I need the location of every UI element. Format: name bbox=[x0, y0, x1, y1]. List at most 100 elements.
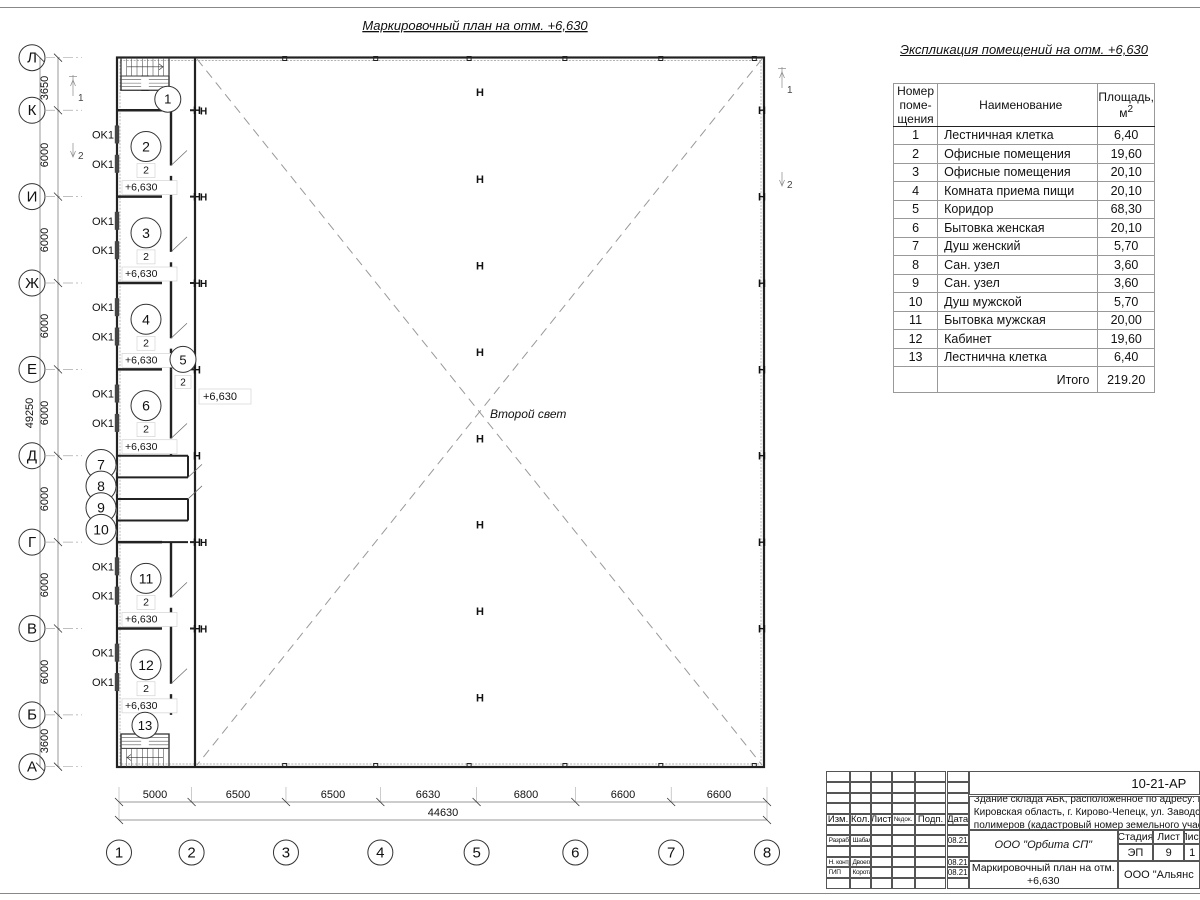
svg-text:2: 2 bbox=[143, 337, 149, 349]
svg-text:2: 2 bbox=[143, 424, 149, 436]
svg-text:H: H bbox=[758, 364, 766, 376]
svg-text:OK1: OK1 bbox=[92, 561, 114, 573]
svg-text:+6,630: +6,630 bbox=[125, 182, 158, 194]
svg-text:H: H bbox=[476, 692, 484, 704]
svg-text:+6,630: +6,630 bbox=[125, 700, 158, 712]
svg-text:H: H bbox=[758, 278, 766, 290]
svg-text:H: H bbox=[476, 433, 484, 445]
svg-text:2: 2 bbox=[143, 251, 149, 263]
svg-text:Ж: Ж bbox=[25, 275, 39, 292]
svg-text:OK1: OK1 bbox=[92, 389, 114, 401]
svg-text:+6,630: +6,630 bbox=[125, 441, 158, 453]
svg-text:2: 2 bbox=[143, 596, 149, 608]
svg-text:OK1: OK1 bbox=[92, 129, 114, 141]
svg-text:H: H bbox=[200, 538, 207, 549]
svg-text:OK1: OK1 bbox=[92, 418, 114, 430]
svg-text:8: 8 bbox=[97, 478, 105, 494]
svg-text:Б: Б bbox=[27, 707, 37, 724]
svg-text:OK1: OK1 bbox=[92, 591, 114, 603]
svg-text:7: 7 bbox=[667, 845, 675, 862]
svg-text:12: 12 bbox=[138, 657, 154, 673]
svg-text:44630: 44630 bbox=[428, 807, 459, 819]
svg-text:H: H bbox=[758, 451, 766, 463]
svg-text:5: 5 bbox=[472, 845, 480, 862]
svg-text:И: И bbox=[27, 188, 38, 205]
svg-text:1: 1 bbox=[787, 85, 793, 96]
svg-text:OK1: OK1 bbox=[92, 648, 114, 660]
svg-text:H: H bbox=[200, 193, 207, 204]
svg-text:1: 1 bbox=[115, 845, 123, 862]
svg-text:49250: 49250 bbox=[24, 398, 36, 429]
svg-text:6600: 6600 bbox=[611, 789, 635, 801]
svg-text:6500: 6500 bbox=[321, 789, 345, 801]
svg-text:OK1: OK1 bbox=[92, 245, 114, 257]
svg-text:6000: 6000 bbox=[39, 573, 51, 597]
svg-text:9: 9 bbox=[97, 500, 105, 516]
svg-text:Г: Г bbox=[28, 534, 36, 551]
svg-text:H: H bbox=[476, 174, 484, 186]
svg-text:+6,630: +6,630 bbox=[203, 391, 237, 403]
svg-text:2: 2 bbox=[143, 165, 149, 177]
svg-text:Второй свет: Второй свет bbox=[490, 407, 566, 421]
svg-text:11: 11 bbox=[139, 570, 154, 586]
svg-text:H: H bbox=[758, 192, 766, 204]
svg-text:H: H bbox=[476, 347, 484, 359]
svg-text:OK1: OK1 bbox=[92, 677, 114, 689]
svg-text:4: 4 bbox=[376, 845, 384, 862]
svg-text:3650: 3650 bbox=[39, 76, 51, 100]
svg-text:2: 2 bbox=[143, 683, 149, 695]
svg-text:5000: 5000 bbox=[143, 789, 167, 801]
svg-text:6000: 6000 bbox=[39, 143, 51, 167]
svg-text:5: 5 bbox=[179, 352, 186, 367]
svg-text:H: H bbox=[200, 106, 207, 117]
svg-text:+6,630: +6,630 bbox=[125, 614, 158, 626]
svg-text:8: 8 bbox=[763, 845, 771, 862]
svg-text:В: В bbox=[27, 620, 37, 637]
svg-text:H: H bbox=[758, 537, 766, 549]
svg-text:H: H bbox=[476, 520, 484, 532]
svg-text:H: H bbox=[758, 624, 766, 636]
svg-text:H: H bbox=[476, 87, 484, 99]
svg-text:2: 2 bbox=[78, 151, 84, 162]
svg-text:6000: 6000 bbox=[39, 401, 51, 425]
svg-text:6: 6 bbox=[142, 398, 150, 414]
svg-text:OK1: OK1 bbox=[92, 216, 114, 228]
svg-text:6630: 6630 bbox=[416, 789, 440, 801]
svg-text:7: 7 bbox=[97, 457, 105, 473]
svg-text:+6,630: +6,630 bbox=[125, 354, 158, 366]
svg-text:6000: 6000 bbox=[39, 228, 51, 252]
svg-text:1: 1 bbox=[164, 92, 171, 107]
svg-text:6000: 6000 bbox=[39, 487, 51, 511]
svg-text:К: К bbox=[28, 102, 37, 119]
svg-text:H: H bbox=[200, 279, 207, 290]
svg-text:6: 6 bbox=[571, 845, 579, 862]
svg-text:Д: Д bbox=[27, 448, 37, 465]
svg-text:2: 2 bbox=[787, 180, 793, 191]
svg-text:6000: 6000 bbox=[39, 314, 51, 338]
svg-text:OK1: OK1 bbox=[92, 332, 114, 344]
svg-text:OK1: OK1 bbox=[92, 159, 114, 171]
svg-text:H: H bbox=[193, 451, 201, 463]
svg-text:6500: 6500 bbox=[226, 789, 250, 801]
svg-text:2: 2 bbox=[180, 377, 186, 388]
svg-text:+6,630: +6,630 bbox=[125, 268, 158, 280]
svg-text:OK1: OK1 bbox=[92, 302, 114, 314]
svg-text:6000: 6000 bbox=[39, 660, 51, 684]
svg-text:2: 2 bbox=[187, 845, 195, 862]
svg-text:4: 4 bbox=[142, 311, 150, 327]
svg-text:H: H bbox=[476, 606, 484, 618]
svg-text:10: 10 bbox=[93, 521, 109, 537]
svg-text:3600: 3600 bbox=[39, 729, 51, 753]
svg-text:Е: Е bbox=[27, 361, 37, 378]
svg-text:6800: 6800 bbox=[514, 789, 538, 801]
svg-text:2: 2 bbox=[142, 139, 150, 155]
svg-text:1: 1 bbox=[78, 93, 84, 104]
svg-text:6600: 6600 bbox=[707, 789, 731, 801]
svg-text:3: 3 bbox=[142, 225, 150, 241]
svg-text:Маркировочный план на отм. +6,: Маркировочный план на отм. +6,630 bbox=[362, 18, 588, 33]
svg-text:13: 13 bbox=[138, 718, 152, 733]
svg-text:А: А bbox=[27, 759, 37, 776]
svg-text:H: H bbox=[200, 625, 207, 636]
svg-text:H: H bbox=[758, 105, 766, 117]
svg-text:Л: Л bbox=[27, 50, 37, 67]
